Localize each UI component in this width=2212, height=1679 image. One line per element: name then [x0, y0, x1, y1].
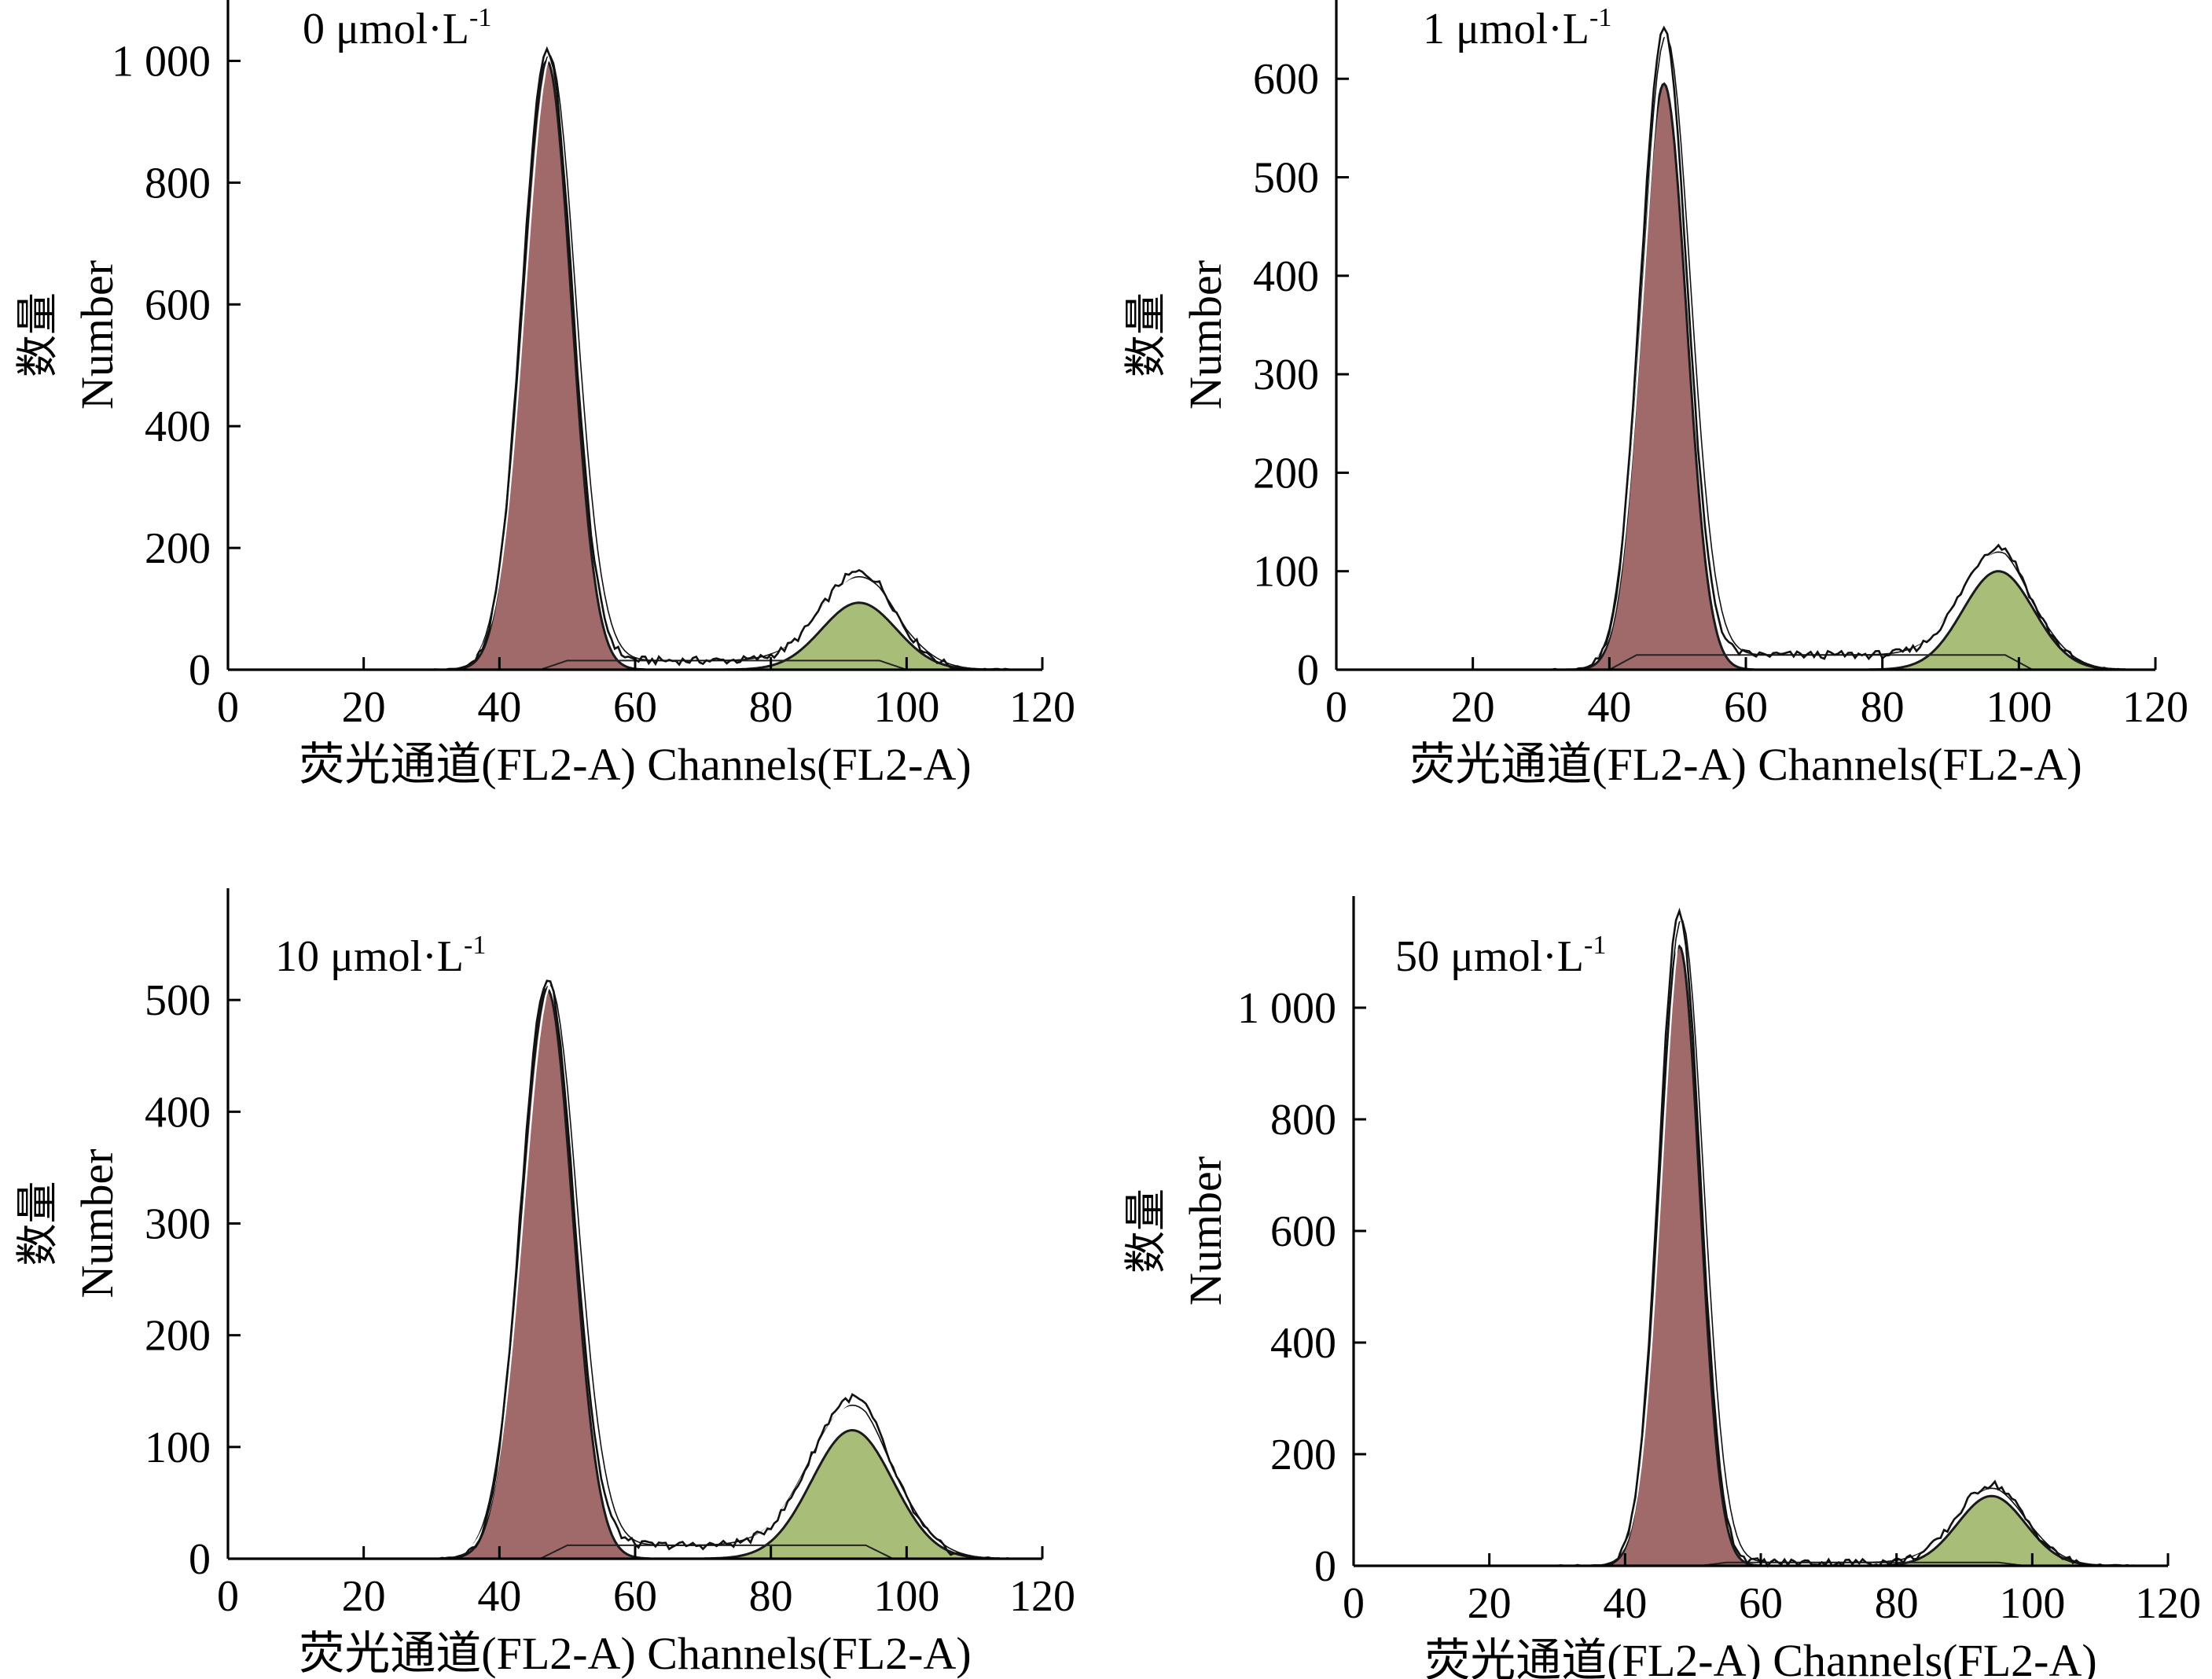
y-axis-title-en: Number: [72, 1148, 123, 1298]
y-tick-label: 300: [1253, 351, 1319, 399]
concentration-label-sup: -1: [1589, 3, 1611, 32]
g0g1-peak: [442, 987, 651, 1560]
y-tick-label: 200: [1253, 449, 1319, 498]
x-tick-label: 60: [1724, 683, 1768, 732]
y-axis-title-cn: 数量: [13, 1181, 62, 1266]
x-tick-label: 60: [613, 1572, 657, 1621]
y-axis-title-cn: 数量: [13, 292, 62, 377]
y-axis-title-en: Number: [1180, 260, 1231, 410]
x-tick-label: 40: [477, 1572, 521, 1621]
g0g1-peak: [1572, 82, 1755, 671]
y-tick-label: 0: [189, 1535, 211, 1584]
x-tick-label: 80: [1861, 683, 1905, 732]
y-tick-label: 0: [1297, 646, 1319, 695]
y-tick-label: 200: [1270, 1431, 1336, 1479]
histogram-panel-bottom-left: 0 20 40 60 80 100 120 0 100 200 300 400 500 荧光通道(FL2-…: [13, 888, 1075, 1679]
x-tick-label: 120: [2122, 683, 2188, 732]
x-tick-label: 40: [477, 683, 521, 732]
y-tick-label: 600: [1253, 55, 1319, 104]
y-tick-label: 500: [1253, 154, 1319, 203]
y-tick-label: 100: [145, 1424, 211, 1472]
histogram-panel-bottom-right: 0 20 40 60 80 100 120 0 200 400 600 800 1 000 荧光通道(FL…: [1121, 896, 2201, 1679]
y-tick-label: 200: [145, 1312, 211, 1361]
y-tick-label: 800: [1270, 1096, 1336, 1144]
y-tick-label: 500: [145, 976, 211, 1025]
x-axis-title: 荧光通道(FL2-A) Channels(FL2-A): [299, 1628, 971, 1679]
y-tick-label: 1 000: [112, 37, 211, 86]
x-tick-label: 60: [613, 683, 657, 732]
x-tick-label: 120: [2135, 1579, 2201, 1628]
g2m-peak: [704, 1428, 1000, 1560]
x-tick-label: 0: [1343, 1579, 1365, 1628]
raw-histogram-line: [1541, 25, 2122, 671]
x-tick-label: 80: [749, 683, 793, 732]
concentration-label-sup: -1: [469, 3, 491, 32]
x-tick-label: 80: [1875, 1579, 1919, 1628]
concentration-label: 1 μmol·L-1: [1423, 3, 1611, 53]
concentration-label-sup: -1: [1584, 931, 1606, 960]
y-tick-label: 800: [145, 159, 211, 208]
x-tick-label: 0: [217, 1572, 239, 1621]
x-tick-label: 20: [342, 1572, 386, 1621]
y-axis-title-en: Number: [1180, 1156, 1231, 1306]
x-axis-title: 荧光通道(FL2-A) Channels(FL2-A): [1409, 739, 2082, 790]
concentration-label: 10 μmol·L-1: [275, 931, 486, 981]
concentration-label: 0 μmol·L-1: [303, 3, 491, 53]
x-tick-label: 100: [873, 683, 939, 732]
x-axis-title: 荧光通道(FL2-A) Channels(FL2-A): [1424, 1635, 2096, 1679]
x-tick-label: 40: [1587, 683, 1631, 732]
x-tick-label: 0: [217, 683, 239, 732]
y-tick-label: 400: [1253, 252, 1319, 301]
y-tick-label: 400: [145, 1088, 211, 1137]
x-tick-label: 80: [749, 1572, 793, 1621]
y-axis-title-cn: 数量: [1121, 1189, 1170, 1273]
g2m-peak: [722, 601, 994, 671]
x-tick-label: 100: [873, 1572, 939, 1621]
concentration-label: 50 μmol·L-1: [1395, 931, 1606, 981]
raw-histogram-line: [432, 979, 1009, 1560]
raw-histogram-line: [1556, 907, 2134, 1568]
x-tick-label: 100: [1986, 683, 2052, 732]
concentration-label-sup: -1: [464, 931, 486, 960]
model-fit-curve: [433, 51, 1011, 669]
x-axis-title: 荧光通道(FL2-A) Channels(FL2-A): [299, 739, 971, 790]
y-tick-label: 300: [145, 1200, 211, 1249]
x-tick-label: 40: [1603, 1579, 1647, 1628]
raw-histogram-line: [431, 46, 1009, 671]
x-tick-label: 0: [1325, 683, 1347, 732]
x-tick-label: 20: [342, 683, 386, 732]
y-tick-label: 600: [145, 281, 211, 329]
y-axis-title-cn: 数量: [1121, 292, 1170, 377]
y-tick-label: 400: [1270, 1319, 1336, 1368]
x-tick-label: 120: [1009, 683, 1075, 732]
y-tick-label: 1 000: [1237, 984, 1336, 1033]
y-tick-label: 200: [145, 524, 211, 573]
y-tick-label: 100: [1253, 548, 1319, 597]
model-fit-curve: [1543, 33, 2124, 669]
y-axis-title-en: Number: [72, 260, 123, 410]
x-tick-label: 100: [1999, 1579, 2065, 1628]
y-tick-label: 600: [1270, 1207, 1336, 1256]
g0g1-peak: [1597, 944, 1762, 1567]
x-tick-label: 20: [1451, 683, 1495, 732]
histogram-panel-top-right: 0 20 40 60 80 100 120 0 100 200 300 400 500 600 荧光通道(F…: [1121, 0, 2188, 790]
histogram-panel-top-left: 0 20 40 60 80 100 120 0 200 400 600 800 1 000 荧光通道(FL…: [13, 0, 1075, 790]
x-tick-label: 60: [1739, 1579, 1783, 1628]
x-tick-label: 20: [1468, 1579, 1512, 1628]
x-tick-label: 120: [1009, 1572, 1075, 1621]
y-tick-label: 0: [189, 646, 211, 695]
g2m-peak: [1868, 1494, 2115, 1567]
y-tick-label: 0: [1314, 1542, 1336, 1591]
g0g1-peak: [447, 60, 649, 671]
y-tick-label: 400: [145, 402, 211, 451]
